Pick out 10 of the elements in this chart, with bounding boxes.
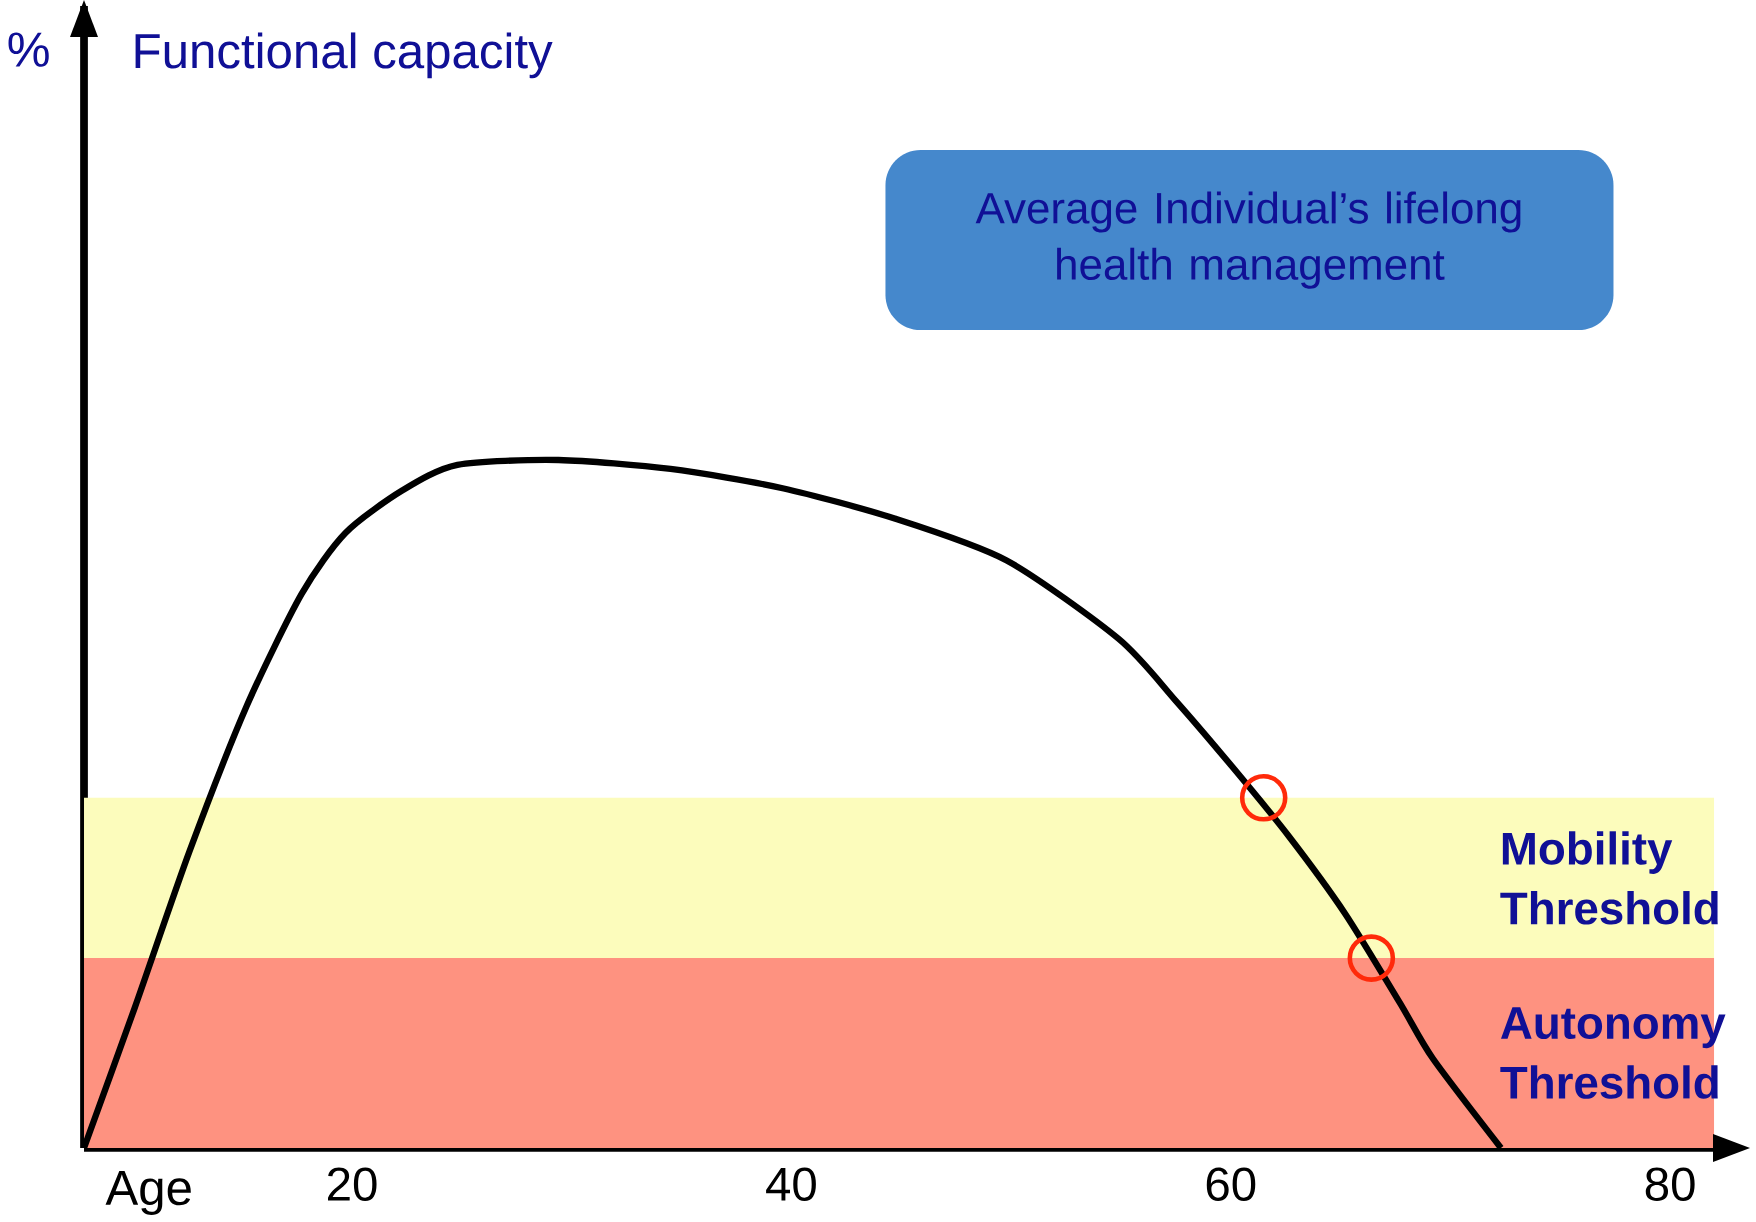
text: Average Individual’s lifelong health management: [975, 191, 1521, 289]
x-tick-label: 20: [328, 1167, 377, 1201]
x-tick-label: 80: [1645, 1167, 1695, 1201]
x-tick-label: 60: [1206, 1167, 1256, 1201]
x-tick-label: 40: [766, 1167, 816, 1201]
band-label: Autonomy Threshold: [1500, 1007, 1726, 1099]
band-label: Mobility Threshold: [1500, 831, 1718, 925]
chart-title: Functional capacity: [135, 32, 553, 79]
x-axis-title: Age: [105, 1170, 191, 1215]
text: %: [8, 32, 49, 67]
